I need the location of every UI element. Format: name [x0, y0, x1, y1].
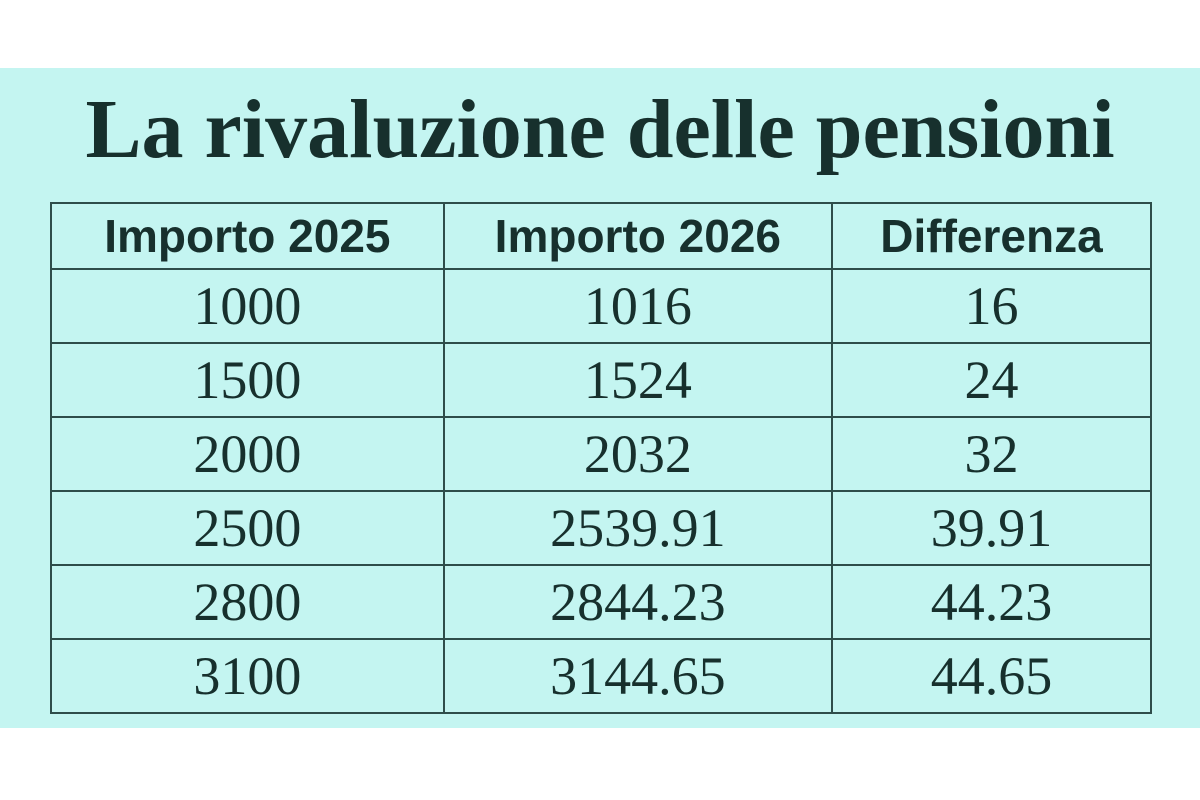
cell-importo-2025: 1000: [50, 268, 445, 344]
cell-importo-2026: 1524: [442, 342, 833, 418]
cell-differenza: 32: [830, 416, 1153, 492]
column-header-differenza: Differenza: [830, 202, 1153, 270]
column-header-importo-2025: Importo 2025: [50, 202, 445, 270]
cell-importo-2025: 1500: [50, 342, 445, 418]
cell-differenza: 39.91: [830, 490, 1153, 566]
cell-importo-2026: 1016: [442, 268, 833, 344]
cell-importo-2025: 3100: [50, 638, 445, 714]
table-row: 3100 3144.65 44.65: [50, 638, 1153, 714]
cell-importo-2026: 2032: [442, 416, 833, 492]
table-row: 2800 2844.23 44.23: [50, 564, 1153, 640]
table-row: 2500 2539.91 39.91: [50, 490, 1153, 566]
cell-differenza: 24: [830, 342, 1153, 418]
table-row: 1000 1016 16: [50, 268, 1153, 344]
cell-importo-2026: 2844.23: [442, 564, 833, 640]
chart-title: La rivaluzione delle pensioni: [85, 83, 1115, 176]
cell-differenza: 16: [830, 268, 1153, 344]
cell-importo-2026: 2539.91: [442, 490, 833, 566]
column-header-importo-2026: Importo 2026: [442, 202, 833, 270]
cell-importo-2025: 2800: [50, 564, 445, 640]
cell-differenza: 44.65: [830, 638, 1153, 714]
cell-importo-2026: 3144.65: [442, 638, 833, 714]
table-row: 2000 2032 32: [50, 416, 1153, 492]
cell-importo-2025: 2500: [50, 490, 445, 566]
table-header-row: Importo 2025 Importo 2026 Differenza: [50, 202, 1153, 270]
table-row: 1500 1524 24: [50, 342, 1153, 418]
cell-importo-2025: 2000: [50, 416, 445, 492]
pension-table: Importo 2025 Importo 2026 Differenza 100…: [50, 202, 1153, 714]
cell-differenza: 44.23: [830, 564, 1153, 640]
